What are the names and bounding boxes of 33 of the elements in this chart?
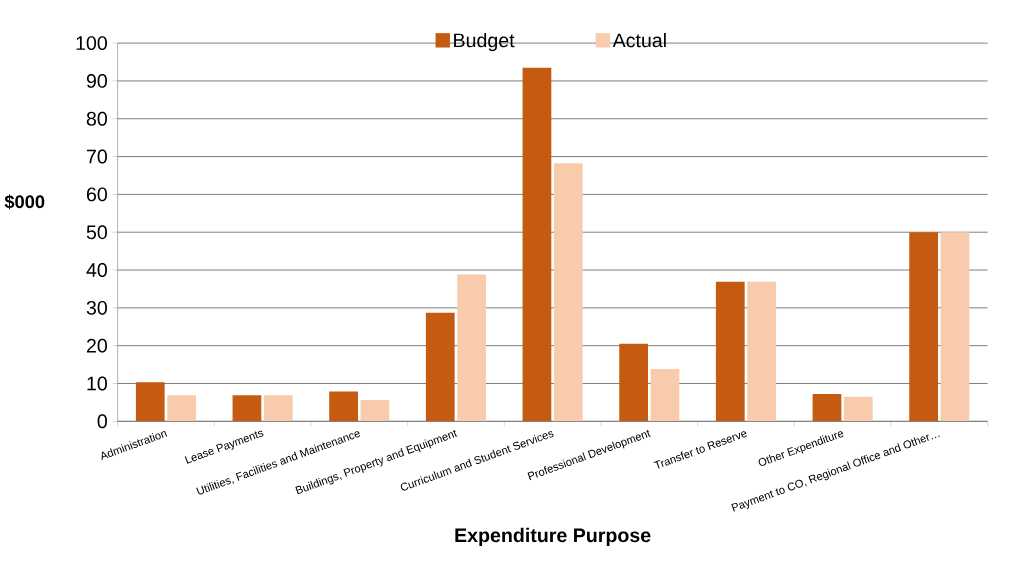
- y-tick-label: 60: [86, 187, 107, 202]
- y-tick-label: 90: [86, 73, 107, 88]
- bar: [329, 391, 358, 422]
- bar: [940, 232, 970, 422]
- bar: [619, 343, 648, 422]
- y-tick-label: 10: [87, 376, 107, 391]
- bar: [843, 396, 873, 422]
- y-tick-label: 30: [86, 300, 107, 315]
- y-tick-label: 70: [86, 149, 107, 164]
- bar: [167, 395, 196, 422]
- y-tick-label: 50: [86, 225, 107, 240]
- y-tick-label: 40: [86, 263, 107, 277]
- bar: [650, 369, 680, 422]
- bar: [263, 395, 293, 422]
- y-tick-label: 0: [97, 414, 107, 429]
- x-axis-title: Expenditure Purpose: [455, 527, 651, 547]
- bar: [715, 281, 745, 422]
- bar: [135, 382, 165, 422]
- y-tick-label: 80: [86, 111, 107, 126]
- bar: [425, 312, 455, 422]
- bar: [522, 67, 552, 422]
- bar: [747, 281, 777, 422]
- legend-label: Actual: [612, 32, 666, 48]
- legend-label: Budget: [454, 32, 515, 52]
- y-axis-title: $000: [4, 194, 45, 210]
- y-tick-label: 100: [76, 36, 107, 50]
- y-tick-label: 20: [86, 338, 107, 353]
- bar: [553, 163, 583, 422]
- bar: [360, 400, 390, 422]
- bar: [232, 395, 262, 422]
- bar: [812, 394, 842, 422]
- bar: [909, 232, 939, 422]
- bar: [457, 274, 486, 422]
